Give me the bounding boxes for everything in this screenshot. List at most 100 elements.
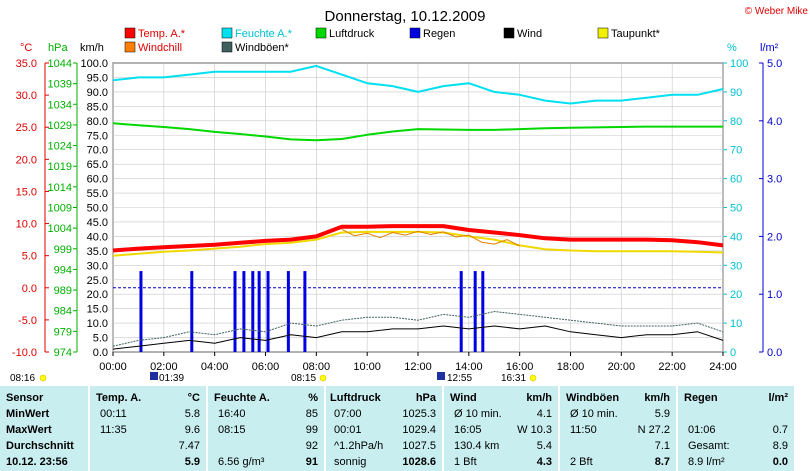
wind-tick-label: 20.0 (87, 289, 108, 301)
press-tick-label: 1019 (48, 161, 72, 173)
legend-swatch (221, 41, 233, 53)
legend-label: Temp. A.* (138, 28, 186, 40)
stats-temp-column: Temp. A. °C 00:11 5.8 11:35 9.6 7.47 5.9 (90, 386, 206, 471)
time-tick-label: 02:00 (150, 361, 178, 373)
stats-gust-value: 8.7 (654, 456, 670, 468)
stats-hum-value: 99 (305, 424, 318, 436)
temp-unit: °C (20, 42, 32, 54)
humidity-series-line (112, 64, 724, 105)
stats-rain-value: 0.7 (772, 424, 788, 436)
wind-unit: km/h (80, 42, 104, 54)
time-tick-label: 06:00 (252, 361, 280, 373)
press-tick-label: 984 (54, 306, 72, 318)
chart-grid (112, 62, 724, 353)
noon-label: 12:55 (447, 373, 472, 384)
time-tick-label: 24:00 (709, 361, 737, 373)
stats-press-unit: hPa (415, 392, 436, 404)
rain-tick-label: 1.0 (767, 289, 782, 301)
press-tick-label: 1024 (48, 141, 72, 153)
rain-bar (303, 271, 307, 352)
hum-tick-label: 80 (730, 116, 742, 128)
chart-title: Donnerstag, 10.12.2009 (325, 8, 486, 25)
pressure-series-line (112, 122, 723, 142)
temp-tick-label: 10.0 (16, 219, 37, 231)
time-tick-label: 10:00 (353, 361, 381, 373)
rain-tick-label: 3.0 (767, 174, 782, 186)
stats-press-note: 00:01 (334, 424, 362, 436)
temp-tick-label: -10.0 (12, 347, 37, 359)
wind-tick-label: 55.0 (87, 188, 108, 200)
stats-temp-value: 9.6 (184, 424, 200, 436)
press-tick-label: 1034 (48, 99, 72, 111)
rain-bar (139, 271, 143, 352)
stats-sensor-column: Sensor MinWert MaxWert Durchschnitt 10.1… (0, 386, 88, 471)
legend-label: Windchill (138, 42, 182, 54)
stats-press-title: Luftdruck (330, 392, 381, 404)
temp-tick-label: 5.0 (22, 251, 37, 263)
press-tick-label: 1014 (48, 182, 72, 194)
stats-hum-value: 85 (305, 408, 318, 420)
time-tick-label: 14:00 (455, 361, 483, 373)
wind-tick-label: 65.0 (87, 159, 108, 171)
temp-tick-label: 20.0 (16, 154, 37, 166)
max-label: MaxWert (6, 424, 52, 436)
stats-rain-title: Regen (684, 392, 718, 404)
stats-gust-value: N 27.2 (637, 424, 670, 436)
stats-wind-column: Wind km/h Ø 10 min. 4.1 16:05 W 10.3 130.4 km 5… (444, 386, 558, 471)
hum-tick-label: 10 (730, 318, 742, 330)
press-tick-label: 989 (54, 285, 72, 297)
stats-gust-value: 7.1 (654, 440, 670, 452)
time-tick-label: 22:00 (658, 361, 686, 373)
sun-moon-markers: 08:16 01:39 08:15 12:55 16:31 (10, 372, 537, 384)
stats-rain-column: Regen l/m² 01:06 0.7 Gesamt: 8.9 8.9 l/m² 0.0 (678, 386, 794, 471)
wind-tick-label: 60.0 (87, 174, 108, 186)
wind-tick-label: 75.0 (87, 130, 108, 142)
hum-tick-label: 0 (730, 347, 736, 359)
stats-gust-note: Ø 10 min. (570, 408, 618, 420)
stats-temp-title: Temp. A. (96, 392, 142, 404)
rain-bar (257, 271, 261, 352)
stats-wind-note: Ø 10 min. (454, 408, 502, 420)
sunset-label: 16:31 (501, 373, 526, 384)
windchill-series-line (341, 228, 520, 247)
stats-wind-note: 1 Bft (454, 456, 477, 468)
wind-tick-label: 80.0 (87, 116, 108, 128)
sunup-label: 08:15 (291, 373, 316, 384)
rain-tick-label: 5.0 (767, 58, 782, 70)
hum-tick-label: 90 (730, 87, 742, 99)
rain-tick-label: 4.0 (767, 116, 782, 128)
wind-tick-label: 30.0 (87, 260, 108, 272)
wind-tick-label: 45.0 (87, 217, 108, 229)
rain-tick-label: 2.0 (767, 231, 782, 243)
time-axis: 00:00 02:00 04:00 06:00 08:00 10:00 12:00 14:00… (99, 352, 737, 373)
wind-tick-label: 10.0 (87, 318, 108, 330)
legend-label: Wind (517, 28, 542, 40)
wind-tick-label: 50.0 (87, 203, 108, 215)
hum-tick-label: 60 (730, 174, 742, 186)
rain-bar (473, 271, 477, 352)
wind-tick-label: 90.0 (87, 87, 108, 99)
legend-swatch (221, 27, 233, 39)
chart-axes: 35.0 30.0 25.0 20.0 15.0 10.0 5.0 0.0 -5.0 -10.0 1… (12, 58, 782, 359)
stats-hum-title: Feuchte A. (214, 392, 270, 404)
stats-rain-value: 8.9 (772, 440, 788, 452)
credit-text: © Weber Mike (745, 6, 809, 17)
noon-icon (437, 372, 445, 380)
rain-bar (459, 271, 463, 352)
wind-tick-label: 85.0 (87, 101, 108, 113)
stats-press-note: sonnig (334, 456, 367, 468)
stats-temp-value: 7.47 (178, 440, 200, 452)
stats-hum-note: 08:15 (218, 424, 246, 436)
hum-tick-label: 50 (730, 203, 742, 215)
temperature-series-line (112, 224, 724, 253)
stats-hum-unit: % (308, 392, 318, 404)
rain-bar (190, 271, 194, 352)
time-tick-label: 00:00 (99, 361, 127, 373)
stats-hum-value: 91 (305, 456, 318, 468)
stats-press-note: 07:00 (334, 408, 362, 420)
stats-wind-value: 4.1 (536, 408, 552, 420)
wind-tick-label: 100.0 (80, 58, 108, 70)
stats-press-value: 1025.3 (402, 408, 436, 420)
legend-swatch (409, 27, 421, 39)
rain-bar (286, 271, 290, 352)
